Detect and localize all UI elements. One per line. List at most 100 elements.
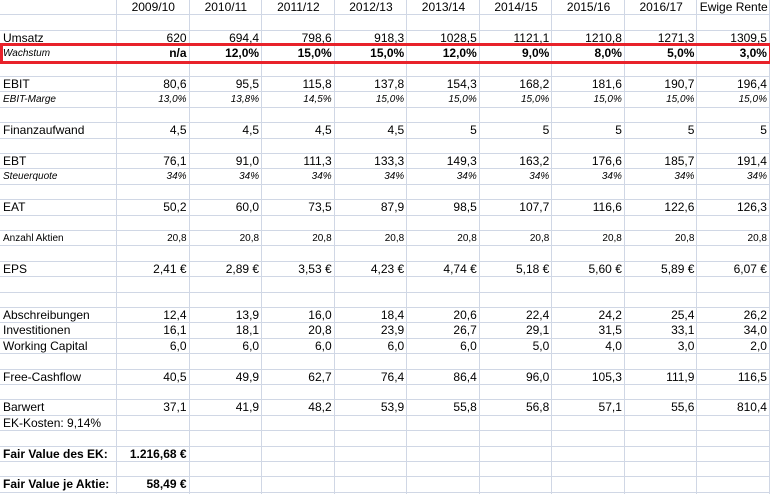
cell-value: 810,4 <box>736 400 767 415</box>
column-header: 2016/17 <box>639 0 683 14</box>
cell-value: 5 <box>542 123 550 138</box>
cell-value: 116,6 <box>592 200 622 215</box>
cell-value: 620 <box>166 30 187 45</box>
column-header: Ewige Rente <box>699 0 768 14</box>
cell-value: 918,3 <box>374 30 405 45</box>
row-line <box>0 122 770 124</box>
row-label: Investitionen <box>3 323 71 338</box>
row-label: EAT <box>3 200 26 215</box>
cell-value: 22,4 <box>525 308 550 322</box>
cell-value: 6,0 <box>169 338 187 353</box>
row-label: Abschreibungen <box>3 308 90 322</box>
cell-value: 1309,5 <box>730 30 767 45</box>
cell-value: 126,3 <box>736 200 767 215</box>
cell-value: 168,2 <box>519 77 550 91</box>
cell-value: 40,5 <box>163 369 187 384</box>
cell-value: 80,6 <box>163 77 187 91</box>
cell-value: 24,2 <box>598 308 622 322</box>
cell-value: 18,4 <box>380 308 405 322</box>
cell-value: 149,3 <box>446 154 477 168</box>
cell-value: 95,5 <box>235 77 260 91</box>
row-label: Fair Value des EK: <box>3 446 108 461</box>
cell-value: 20,8 <box>602 233 622 244</box>
cell-value: 2,41 € <box>153 261 187 276</box>
cell-value: 6,0 <box>460 338 477 353</box>
col-line <box>551 0 553 494</box>
cell-value: 196,4 <box>736 77 767 91</box>
cell-value: 181,6 <box>591 77 622 91</box>
cell-value: 20,8 <box>747 233 767 244</box>
row-line <box>0 14 770 16</box>
cell-value: 56,8 <box>525 400 550 415</box>
cell-value: 76,4 <box>380 369 405 384</box>
cell-value: 23,9 <box>380 323 405 338</box>
row-line <box>0 291 770 293</box>
cell-value: 12,0% <box>225 46 260 61</box>
cell-value: 15,0% <box>666 94 695 106</box>
cell-value: 16,0 <box>308 308 332 322</box>
cell-value: 15,0% <box>448 94 477 106</box>
row-line <box>0 76 770 77</box>
cell-value: 16,1 <box>163 323 187 338</box>
cell-value: 29,1 <box>525 323 550 338</box>
cell-value: 1028,5 <box>440 30 477 45</box>
cell-value: 5,0 <box>532 338 550 353</box>
cell-value: 6,0 <box>242 338 260 353</box>
row-line <box>0 353 770 355</box>
cell-value: 5,60 € <box>588 261 622 276</box>
cell-value: 20,8 <box>308 323 332 338</box>
cell-value: 5,0% <box>667 46 695 61</box>
cell-value: 13,0% <box>158 94 187 106</box>
row-line <box>0 276 770 278</box>
row-line <box>0 307 770 308</box>
col-line <box>261 0 263 494</box>
cell-value: 2,89 € <box>225 261 260 276</box>
row-line <box>0 384 770 385</box>
cell-value: 13,8% <box>230 94 260 106</box>
cell-value: 115,8 <box>302 77 332 91</box>
row-line <box>0 445 770 447</box>
cell-value: 62,7 <box>308 369 332 384</box>
row-line <box>0 230 770 231</box>
cell-value: 34% <box>311 171 332 183</box>
cell-value: 5 <box>615 123 622 138</box>
cell-value: 34% <box>601 171 622 183</box>
cell-value: 55,8 <box>453 400 477 415</box>
row-line <box>0 137 770 139</box>
cell-value: 6,0 <box>314 338 332 353</box>
row-line <box>0 153 770 154</box>
cell-value: 15,0% <box>370 46 405 61</box>
cell-value: 6,0 <box>387 338 405 353</box>
cell-value: 20,8 <box>674 233 695 244</box>
row-line <box>0 399 770 401</box>
row-label: EBIT <box>3 77 30 91</box>
row-line <box>0 183 770 185</box>
column-header: 2014/15 <box>494 0 538 14</box>
row-label: Barwert <box>3 400 45 415</box>
cell-value: 57,1 <box>598 400 622 415</box>
cell-value: 15,0% <box>738 94 767 106</box>
cell-value: 34% <box>529 171 550 183</box>
cell-value: 111,3 <box>303 154 332 168</box>
cell-value: 4,5 <box>314 123 332 138</box>
cell-value: 1210,8 <box>585 30 622 45</box>
row-line <box>0 199 770 201</box>
row-line <box>0 245 770 247</box>
row-label: Steuerquote <box>3 171 58 183</box>
cell-value: 3,53 € <box>298 261 332 276</box>
cell-value: 50,2 <box>163 200 187 215</box>
cell-value: 798,6 <box>301 30 332 45</box>
cell-value: 14,5% <box>303 94 332 106</box>
column-header: 2011/12 <box>277 0 320 14</box>
cell-value: 3,0 <box>677 338 695 353</box>
row-label: EBIT-Marge <box>3 94 56 106</box>
cell-value: 694,4 <box>229 30 260 45</box>
col-line <box>406 0 408 494</box>
cell-value: 33,1 <box>671 323 695 338</box>
cell-value: 20,8 <box>529 233 550 244</box>
row-label: Finanzaufwand <box>3 123 85 138</box>
row-line <box>0 430 770 432</box>
cell-value: 41,9 <box>235 400 260 415</box>
row-line <box>0 29 770 31</box>
